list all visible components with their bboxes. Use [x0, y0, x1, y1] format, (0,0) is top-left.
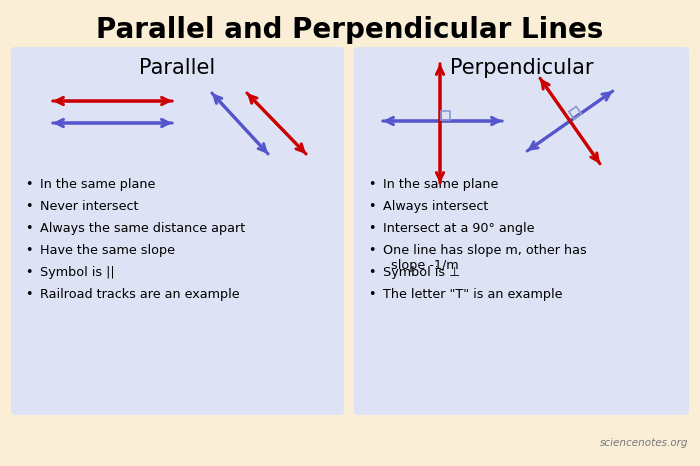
Text: Perpendicular: Perpendicular	[449, 58, 594, 78]
Text: •: •	[25, 200, 32, 213]
Text: In the same plane: In the same plane	[40, 178, 155, 191]
Text: sciencenotes.org: sciencenotes.org	[599, 438, 688, 448]
Bar	[569, 106, 582, 119]
Text: •: •	[368, 266, 375, 279]
Text: One line has slope m, other has
  slope -1/m: One line has slope m, other has slope -1…	[383, 244, 587, 272]
Text: Parallel and Perpendicular Lines: Parallel and Perpendicular Lines	[97, 16, 603, 44]
Text: •: •	[25, 222, 32, 235]
Text: Symbol is ||: Symbol is ||	[40, 266, 115, 279]
Text: Railroad tracks are an example: Railroad tracks are an example	[40, 288, 239, 301]
Text: Symbol is ⊥: Symbol is ⊥	[383, 266, 461, 279]
Text: •: •	[25, 266, 32, 279]
Text: •: •	[368, 244, 375, 257]
Text: •: •	[25, 244, 32, 257]
Text: In the same plane: In the same plane	[383, 178, 498, 191]
Text: The letter "T" is an example: The letter "T" is an example	[383, 288, 563, 301]
Bar	[441, 111, 450, 120]
Text: •: •	[25, 288, 32, 301]
Text: •: •	[25, 178, 32, 191]
Text: Always the same distance apart: Always the same distance apart	[40, 222, 245, 235]
Text: •: •	[368, 200, 375, 213]
Text: •: •	[368, 222, 375, 235]
Text: Intersect at a 90° angle: Intersect at a 90° angle	[383, 222, 535, 235]
FancyBboxPatch shape	[11, 47, 344, 415]
Text: •: •	[368, 288, 375, 301]
Text: Parallel: Parallel	[139, 58, 216, 78]
Text: Have the same slope: Have the same slope	[40, 244, 175, 257]
FancyBboxPatch shape	[354, 47, 689, 415]
Text: Always intersect: Always intersect	[383, 200, 489, 213]
Text: Never intersect: Never intersect	[40, 200, 139, 213]
Text: •: •	[368, 178, 375, 191]
